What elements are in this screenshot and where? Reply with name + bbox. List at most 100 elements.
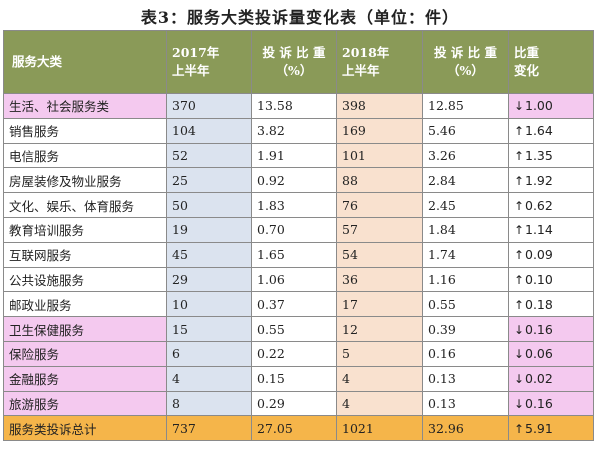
change-cell: ↓0.02 <box>508 365 594 392</box>
change-cell: ↑0.62 <box>508 192 594 218</box>
change-cell: ↑1.92 <box>508 167 594 194</box>
table-row: 旅游服务 8 0.29 4 0.13 ↓0.16 <box>3 390 594 417</box>
change-arrow-icon: ↑ <box>514 198 525 213</box>
ratio-2017-cell: 0.29 <box>251 390 337 417</box>
ratio-2017-cell: 0.22 <box>251 340 337 367</box>
ratio-2018-cell: 32.96 <box>422 415 509 442</box>
change-arrow-icon: ↑ <box>514 421 525 436</box>
ratio-2017-cell: 0.37 <box>251 291 337 318</box>
change-cell: ↑1.35 <box>508 142 594 169</box>
count-2018-cell: 398 <box>336 93 423 119</box>
category-cell: 邮政业服务 <box>3 291 167 318</box>
change-arrow-icon: ↓ <box>514 347 525 362</box>
header-2017: 2017年 上半年 <box>166 30 252 94</box>
table-row: 金融服务 4 0.15 4 0.13 ↓0.02 <box>3 365 594 392</box>
ratio-2018-cell: 0.13 <box>422 390 509 417</box>
change-arrow-icon: ↑ <box>514 248 525 263</box>
ratio-2017-cell: 0.70 <box>251 216 337 243</box>
count-2018-cell: 76 <box>336 192 423 218</box>
count-2017-cell: 8 <box>166 390 252 417</box>
change-value: 0.09 <box>525 247 553 263</box>
category-cell: 教育培训服务 <box>3 216 167 243</box>
category-cell: 旅游服务 <box>3 390 167 417</box>
change-arrow-icon: ↓ <box>514 322 525 337</box>
header-category: 服务大类 <box>3 30 167 94</box>
change-value: 1.00 <box>525 98 553 114</box>
ratio-2017-cell: 0.55 <box>251 316 337 342</box>
count-2018-cell: 12 <box>336 316 423 342</box>
change-value: 0.18 <box>525 296 553 312</box>
change-cell: ↑5.91 <box>508 415 594 442</box>
category-cell: 文化、娱乐、体育服务 <box>3 192 167 218</box>
category-cell: 金融服务 <box>3 365 167 392</box>
ratio-2017-cell: 1.83 <box>251 192 337 218</box>
category-cell: 电信服务 <box>3 142 167 169</box>
count-2017-cell: 50 <box>166 192 252 218</box>
ratio-2018-cell: 2.84 <box>422 167 509 194</box>
total-row: 服务类投诉总计 737 27.05 1021 32.96 ↑5.91 <box>3 415 594 442</box>
ratio-2018-cell: 1.84 <box>422 216 509 243</box>
change-value: 0.02 <box>525 371 553 387</box>
count-2017-cell: 6 <box>166 340 252 367</box>
count-2018-cell: 101 <box>336 142 423 169</box>
ratio-2018-cell: 0.55 <box>422 291 509 318</box>
count-2018-cell: 57 <box>336 216 423 243</box>
change-cell: ↓0.16 <box>508 390 594 417</box>
category-cell: 房屋装修及物业服务 <box>3 167 167 194</box>
change-arrow-icon: ↑ <box>514 272 525 287</box>
category-cell: 互联网服务 <box>3 241 167 268</box>
category-cell: 卫生保健服务 <box>3 316 167 342</box>
table-row: 销售服务 104 3.82 169 5.46 ↑1.64 <box>3 117 594 144</box>
ratio-2018-cell: 3.26 <box>422 142 509 169</box>
count-2018-cell: 54 <box>336 241 423 268</box>
count-2018-cell: 36 <box>336 266 423 293</box>
change-cell: ↓1.00 <box>508 93 594 119</box>
table-row: 卫生保健服务 15 0.55 12 0.39 ↓0.16 <box>3 316 594 342</box>
ratio-2017-cell: 0.92 <box>251 167 337 194</box>
change-arrow-icon: ↑ <box>514 148 525 163</box>
ratio-2017-cell: 13.58 <box>251 93 337 119</box>
count-2017-cell: 104 <box>166 117 252 144</box>
count-2017-cell: 52 <box>166 142 252 169</box>
change-arrow-icon: ↑ <box>514 223 525 238</box>
change-cell: ↑1.64 <box>508 117 594 144</box>
table-row: 电信服务 52 1.91 101 3.26 ↑1.35 <box>3 142 594 169</box>
count-2018-cell: 17 <box>336 291 423 318</box>
count-2018-cell: 169 <box>336 117 423 144</box>
change-value: 0.06 <box>525 346 553 362</box>
ratio-2018-cell: 0.16 <box>422 340 509 367</box>
change-arrow-icon: ↑ <box>514 173 525 188</box>
change-value: 1.92 <box>525 172 553 188</box>
table-row: 保险服务 6 0.22 5 0.16 ↓0.06 <box>3 340 594 367</box>
change-cell: ↓0.16 <box>508 316 594 342</box>
change-value: 1.35 <box>525 147 553 163</box>
change-value: 0.10 <box>525 271 553 287</box>
category-cell: 保险服务 <box>3 340 167 367</box>
change-value: 0.62 <box>525 197 553 213</box>
table-row: 邮政业服务 10 0.37 17 0.55 ↑0.18 <box>3 291 594 318</box>
count-2017-cell: 370 <box>166 93 252 119</box>
ratio-2018-cell: 1.74 <box>422 241 509 268</box>
count-2018-cell: 88 <box>336 167 423 194</box>
table-row: 教育培训服务 19 0.70 57 1.84 ↑1.14 <box>3 216 594 243</box>
ratio-2017-cell: 1.91 <box>251 142 337 169</box>
table-row: 互联网服务 45 1.65 54 1.74 ↑0.09 <box>3 241 594 268</box>
count-2018-cell: 1021 <box>336 415 423 442</box>
table-row: 公共设施服务 29 1.06 36 1.16 ↑0.10 <box>3 266 594 293</box>
change-cell: ↓0.06 <box>508 340 594 367</box>
count-2017-cell: 25 <box>166 167 252 194</box>
count-2018-cell: 5 <box>336 340 423 367</box>
category-cell: 公共设施服务 <box>3 266 167 293</box>
ratio-2018-cell: 0.13 <box>422 365 509 392</box>
table-row: 房屋装修及物业服务 25 0.92 88 2.84 ↑1.92 <box>3 167 594 194</box>
category-cell: 销售服务 <box>3 117 167 144</box>
change-arrow-icon: ↑ <box>514 297 525 312</box>
ratio-2017-cell: 1.06 <box>251 266 337 293</box>
category-cell: 服务类投诉总计 <box>3 415 167 442</box>
ratio-2017-cell: 0.15 <box>251 365 337 392</box>
count-2017-cell: 4 <box>166 365 252 392</box>
ratio-2018-cell: 1.16 <box>422 266 509 293</box>
count-2017-cell: 10 <box>166 291 252 318</box>
header-change: 比重 变化 <box>508 30 594 94</box>
change-cell: ↑1.14 <box>508 216 594 243</box>
